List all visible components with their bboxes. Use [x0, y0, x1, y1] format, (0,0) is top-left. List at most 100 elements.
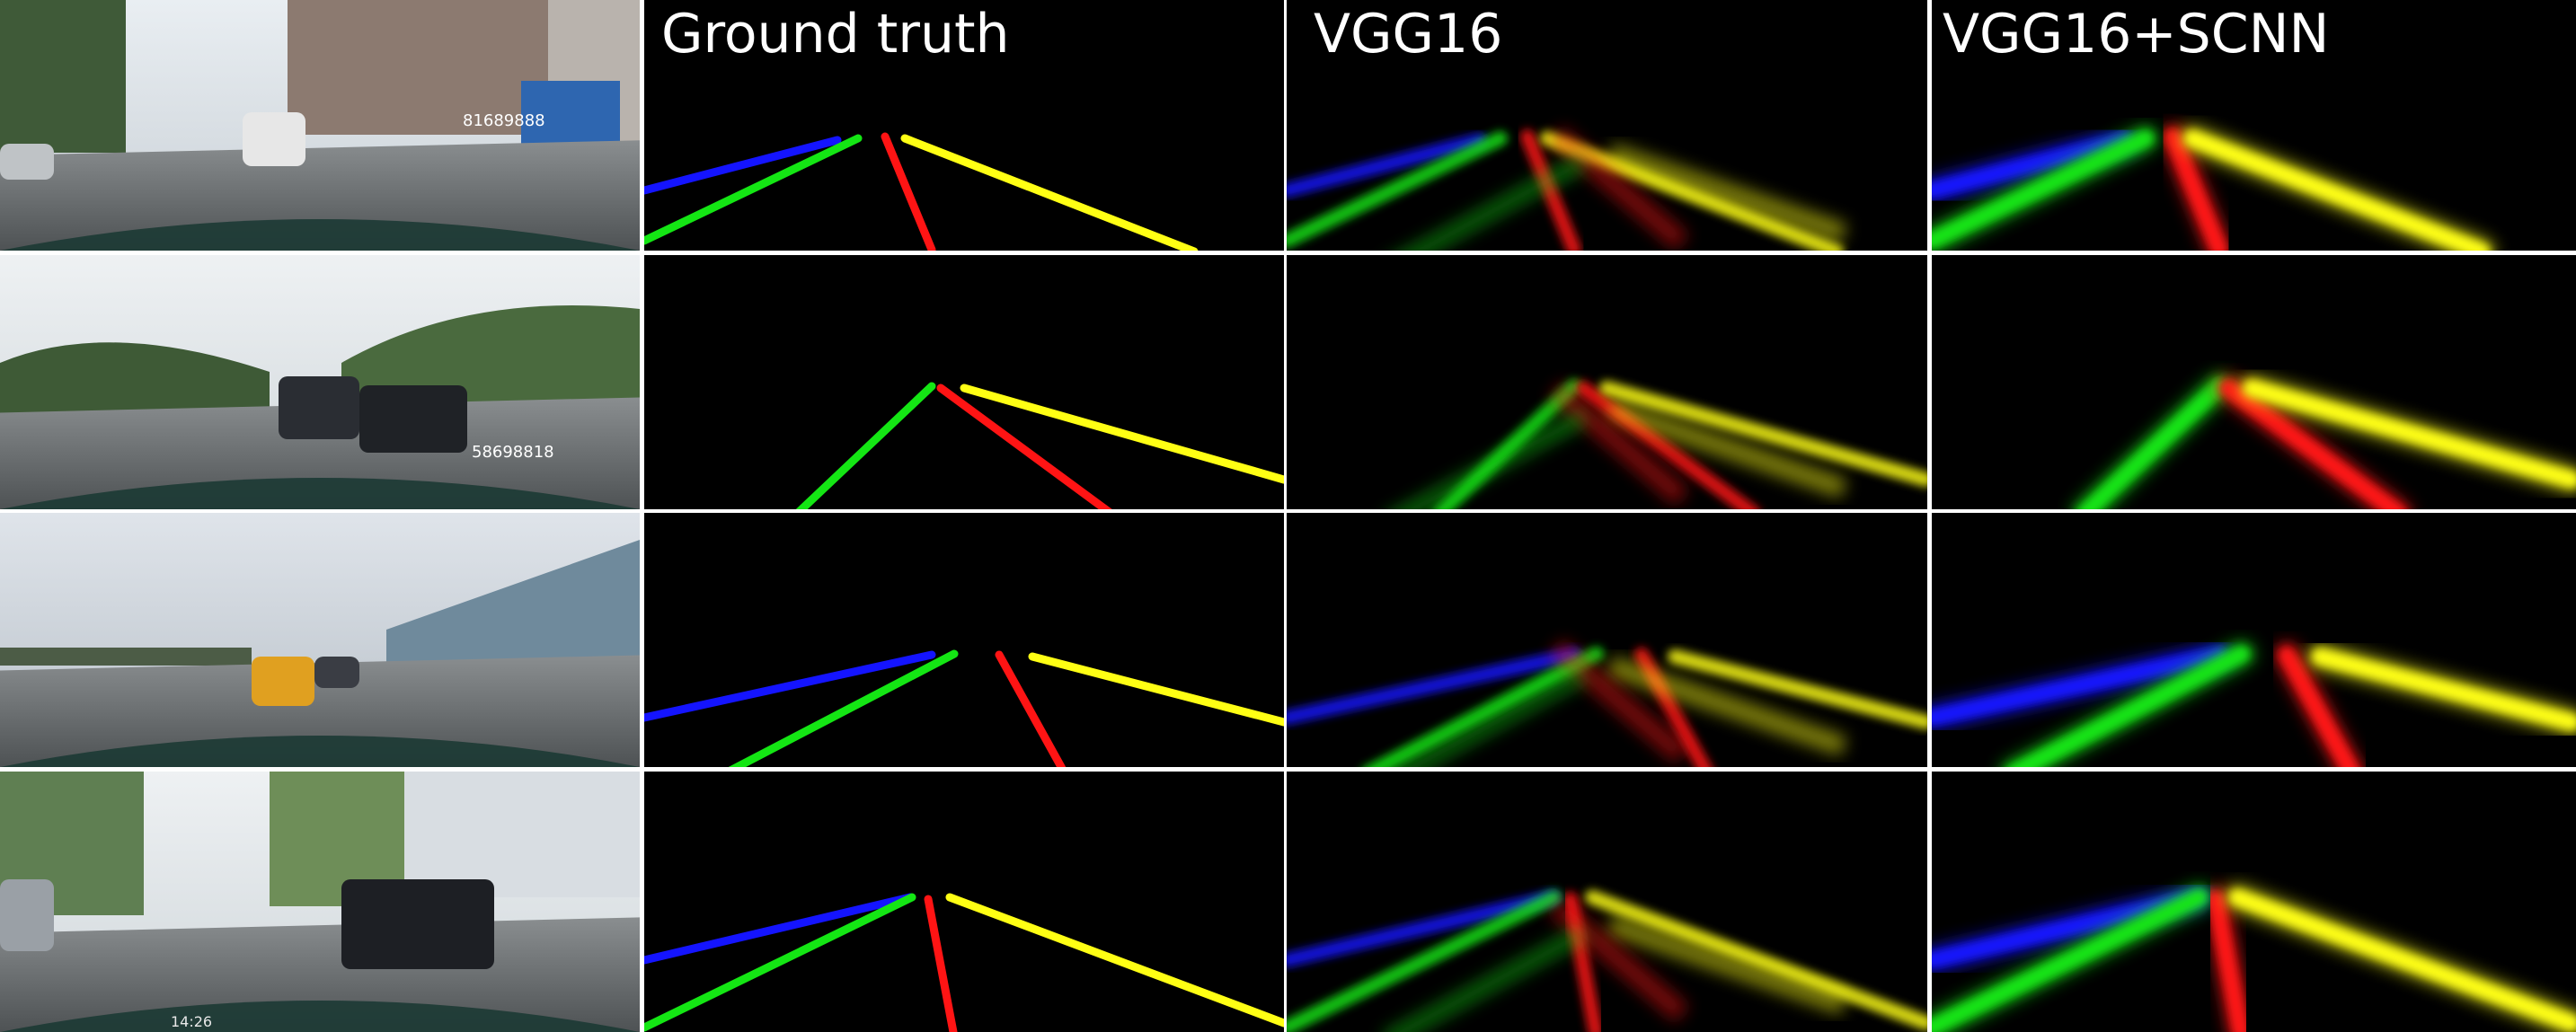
car [359, 385, 467, 453]
cell-r2-vgg [1287, 513, 1927, 767]
photo-sign-text: 14:26 [171, 1013, 212, 1030]
ego-hood [0, 1001, 640, 1032]
mask-background [644, 255, 1284, 509]
ego-hood [0, 478, 640, 509]
mask-background [1287, 0, 1927, 251]
noise-blob [1549, 381, 1689, 507]
lane4-glow [2179, 125, 2495, 251]
cell-r3-scnn [1932, 772, 2576, 1032]
car [243, 112, 305, 166]
lane2-mark [1364, 647, 1604, 767]
mask-background [644, 513, 1284, 767]
road [0, 140, 640, 251]
cell-r1-vgg [1287, 255, 1927, 509]
photo-sign-text: 58698818 [472, 443, 554, 462]
lane4-mark [960, 384, 1284, 484]
cell-r2-input [0, 513, 640, 767]
noise-blob [1607, 398, 1847, 498]
cell-r0-input: 81689888 [0, 0, 640, 251]
lane2-mark [795, 382, 936, 509]
lane4-glow [2238, 375, 2576, 493]
cell-r3-gt [644, 772, 1284, 1032]
noise-blob [1549, 639, 1689, 764]
lane4-mark [900, 134, 1199, 251]
car [341, 879, 494, 969]
lane3-mark [1520, 129, 1581, 251]
cell-r0-vgg [1287, 0, 1927, 251]
road [0, 397, 640, 509]
lane4-glow [2306, 643, 2576, 736]
lane4-glow [2224, 884, 2576, 1032]
lane1-glow [1932, 127, 2138, 204]
noise-blob [1549, 897, 1689, 1023]
lane3-mark [881, 132, 936, 251]
lane3-mark [936, 384, 1112, 509]
lane3-mark [924, 895, 958, 1032]
mask-background [1932, 513, 2576, 767]
lane1-mark [644, 136, 842, 195]
cell-r3-vgg [1287, 772, 1927, 1032]
road [0, 655, 640, 767]
noise-blob [1401, 154, 1588, 251]
lane2-glow [2000, 640, 2255, 767]
lane2-mark [1287, 890, 1562, 1032]
title-vgg16-scnn: VGG16+SCNN [1943, 3, 2329, 66]
noise-blob [1549, 126, 1689, 251]
cell-r1-scnn [1932, 255, 2576, 509]
title-vgg16: VGG16 [1314, 3, 1502, 66]
lane1-mark [644, 650, 936, 722]
mask-background [644, 0, 1284, 251]
noise-blob [1394, 409, 1588, 509]
lane2-mark [644, 134, 863, 245]
lane1-mark [1287, 890, 1560, 967]
column-input: 81689888 58698818 14:26 [0, 0, 640, 1032]
lane2-mark [1287, 131, 1508, 248]
cell-r0-scnn [1932, 0, 2576, 251]
column-vgg16-scnn [1932, 0, 2576, 1032]
cell-r2-gt [644, 513, 1284, 767]
ego-hood [0, 219, 640, 251]
trees [0, 648, 252, 666]
column-vgg16 [1287, 0, 1927, 1032]
building [404, 772, 640, 897]
lane3-glow [2273, 641, 2365, 767]
lane4-mark [1668, 649, 1927, 729]
mask-background [1287, 513, 1927, 767]
noise-blob [1383, 925, 1588, 1032]
lane3-glow [2202, 886, 2254, 1032]
lane3-glow [2215, 375, 2412, 509]
car [279, 376, 359, 439]
car [0, 144, 54, 180]
cell-r3-input: 14:26 [0, 772, 640, 1032]
lane1-mark [644, 893, 915, 965]
noise-blob [1394, 666, 1588, 767]
lane2-glow [2071, 373, 2233, 509]
title-ground-truth: Ground truth [661, 3, 1010, 66]
lane1-glow [1932, 641, 2233, 731]
lane4-mark [1585, 890, 1927, 1030]
billboard [521, 81, 620, 153]
ego-hood [0, 736, 640, 767]
lane2-mark [644, 893, 916, 1032]
building [288, 0, 557, 135]
noise-blob [1607, 656, 1847, 756]
lane3-glow [2159, 123, 2233, 251]
lane1-mark [1287, 133, 1487, 198]
trees [0, 0, 126, 153]
noise-blob [1607, 914, 1847, 1015]
lane4-mark [945, 893, 1284, 1028]
lane3-mark [995, 650, 1067, 767]
car [314, 657, 359, 688]
car [252, 657, 314, 706]
photo-sign-text: 81689888 [463, 111, 545, 130]
lane2-glow [1932, 884, 2213, 1032]
noise-blob [1607, 143, 1847, 243]
lane2-glow [1932, 125, 2159, 251]
lane1-mark [1287, 648, 1581, 725]
lane2-mark [728, 649, 959, 767]
lane4-mark [1028, 652, 1284, 727]
lane4-mark [1599, 381, 1927, 487]
car [0, 879, 54, 951]
mask-background [1932, 0, 2576, 251]
